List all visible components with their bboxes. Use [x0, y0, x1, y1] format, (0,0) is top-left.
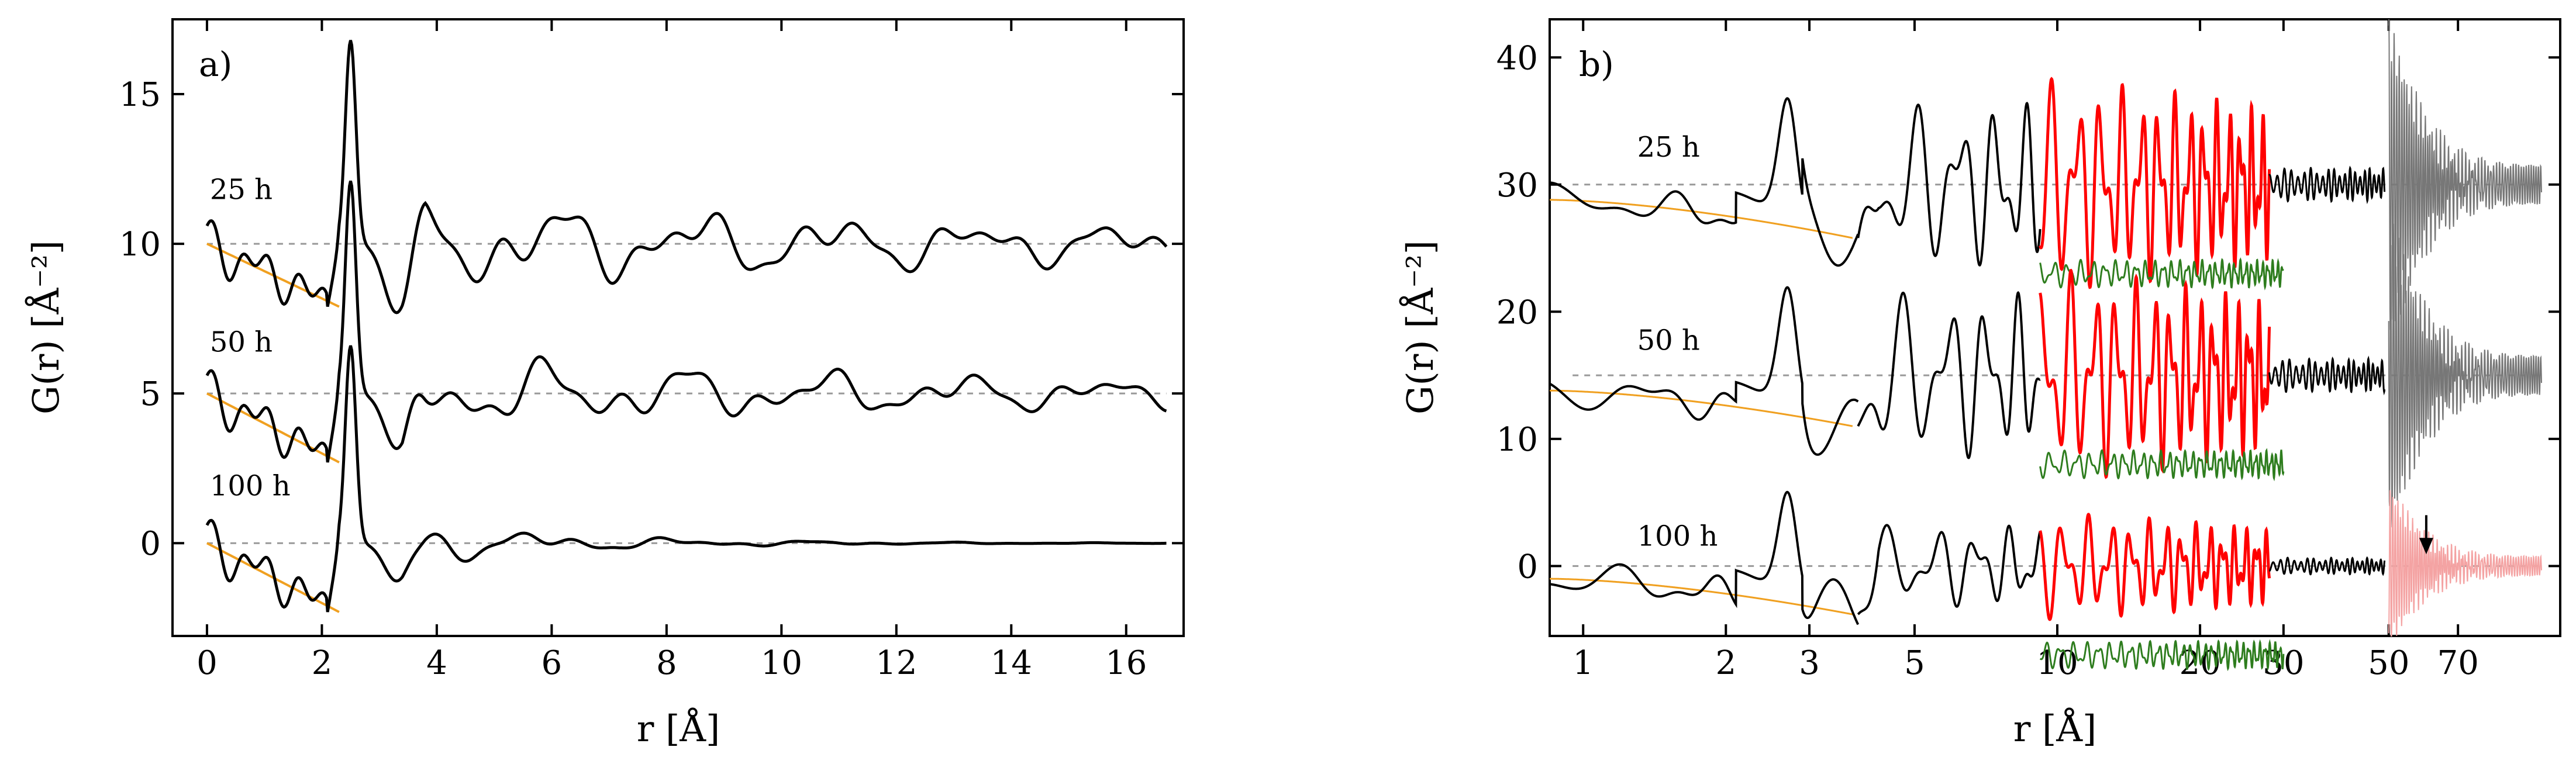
panel-b-curve-high — [2269, 556, 2386, 576]
panel-b-frame — [1549, 18, 2561, 637]
panel-a-ytick-label: 0 — [140, 525, 161, 563]
panel-a-xtick-label: 10 — [761, 644, 802, 682]
panel-a-xtick-label: 8 — [656, 644, 677, 682]
panel-b-curves — [1549, 19, 2542, 672]
panel-a-xlabel: r [Å] — [637, 707, 720, 750]
panel-b-curve-far — [2388, 490, 2542, 637]
arrow-head — [2419, 538, 2433, 555]
panel-a-curve-label: 100 h — [210, 469, 291, 502]
panel-b-ytick-label: 10 — [1496, 421, 1538, 459]
panel-a-xtick-label: 4 — [426, 644, 447, 682]
panel-b-annotation — [2419, 515, 2433, 555]
panel-b-difference-curve — [2039, 448, 2285, 482]
panel-b-fit-line — [1550, 578, 1853, 616]
panel-a-ytick-label: 10 — [119, 226, 161, 264]
panel-b-label: b) — [1579, 44, 1614, 84]
panel-a-label: a) — [199, 44, 232, 84]
panel-a-curve-labels: 25 h 50 h 100 h — [210, 173, 291, 502]
panel-a-xtick-label: 6 — [542, 644, 563, 682]
panel-a-curve-label: 50 h — [210, 326, 273, 358]
panel-b-curve-far — [2388, 223, 2542, 528]
panel-b-fit-region-curve — [2039, 268, 2271, 479]
panel-b-ytick-label: 30 — [1496, 167, 1538, 205]
panel-a-curve-50h — [205, 181, 1167, 463]
panel-b-xtick-label: 2 — [1715, 644, 1736, 682]
panel-a-curve-100h — [205, 345, 1167, 613]
panel-a-frame — [171, 18, 1185, 637]
panel-b-curve-label: 25 h — [1637, 131, 1700, 164]
panel-b-fit-region-curve — [2039, 77, 2271, 289]
panel-b-curve-labels: 25 h 50 h 100 h — [1637, 131, 1718, 553]
panel-b-ylabel: G(r) [Å⁻²] — [1399, 240, 1442, 414]
panel-b-curve-high — [2268, 165, 2386, 205]
panel-b-curve-low — [1549, 490, 1860, 625]
panel-b-fit-region-curve — [2039, 513, 2271, 621]
panel-a-curve-label: 25 h — [210, 173, 273, 206]
panel-a-xtick-label: 0 — [196, 644, 218, 682]
panel-b-curve-mid — [1857, 291, 2041, 459]
panel-b-fit-line — [1550, 389, 1853, 427]
panel-a-ytick-label: 15 — [119, 76, 161, 114]
panel-b-curve-mid — [1857, 102, 2042, 267]
panel-b-curve-low — [1549, 286, 1859, 456]
panel-b-xtick-label: 1 — [1573, 644, 1594, 682]
panel-b-curve-label: 50 h — [1637, 324, 1700, 357]
panel-b-xtick-label: 70 — [2437, 644, 2479, 682]
panel-b-curve-mid — [1857, 524, 2042, 616]
panel-b-ytick-label: 0 — [1517, 548, 1538, 586]
panel-b-curve-label: 100 h — [1637, 520, 1718, 553]
panel-a-curve-25h — [205, 40, 1168, 314]
panel-a-xtick-label: 16 — [1105, 644, 1147, 682]
panel-a-curves — [205, 40, 1168, 613]
panel-b-ytick-label: 20 — [1496, 293, 1538, 331]
panel-b-curve-high — [2268, 355, 2386, 396]
panel-b-curve-far — [2388, 19, 2542, 330]
panel-a-xtick-label: 2 — [312, 644, 333, 682]
panel-a-ylabel: G(r) [Å⁻²] — [25, 240, 67, 414]
panel-a: a) r [Å] G(r) [Å⁻²] 0 2 4 6 8 10 12 14 16051015 … — [25, 18, 1185, 750]
panel-b-curve-low — [1550, 97, 1860, 267]
panel-a-ytick-label: 5 — [140, 375, 161, 413]
panel-b-difference-curve — [2039, 257, 2284, 291]
panel-b-fit-line — [1550, 199, 1853, 239]
panel-b-xtick-label: 50 — [2368, 644, 2409, 682]
panel-b-xtick-label: 3 — [1799, 644, 1820, 682]
panel-a-xtick-label: 14 — [991, 644, 1032, 682]
panel-b-difference-curve — [2039, 639, 2285, 672]
panel-a-ticks: 0 2 4 6 8 10 12 14 16 0 5 10 15 — [119, 19, 1184, 682]
panel-b-xtick-label: 5 — [1904, 644, 1925, 682]
panel-b-ytick-label: 40 — [1496, 39, 1538, 77]
panel-b-xlabel: r [Å] — [2013, 707, 2097, 750]
panel-a-xtick-label: 12 — [875, 644, 917, 682]
panel-b: b) r [Å] G(r) [Å⁻²] 1 2 3 5 10 20 30 50 70010203… — [1399, 18, 2561, 750]
panel-a-baselines — [206, 243, 1167, 544]
